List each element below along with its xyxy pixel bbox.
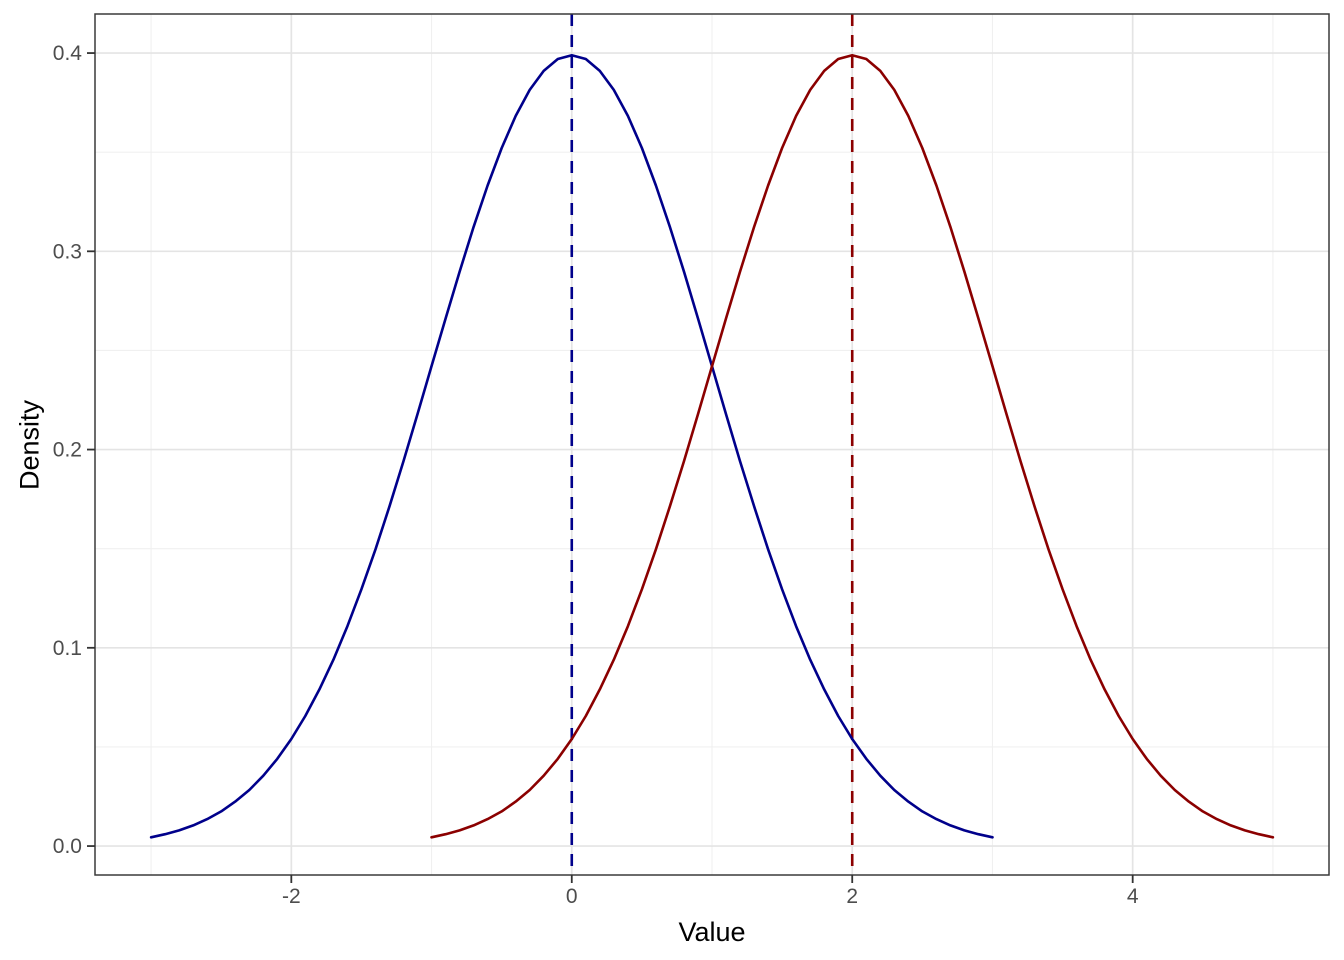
x-tick-label: 2	[846, 885, 858, 908]
x-axis-title: Value	[678, 917, 746, 947]
x-tick-label: -2	[282, 885, 301, 908]
y-axis-title: Density	[14, 399, 45, 491]
y-tick-label: 0.3	[53, 240, 82, 263]
x-tick-label: 4	[1127, 885, 1139, 908]
y-tick-label: 0.1	[53, 637, 82, 660]
panel-border	[94, 13, 1330, 876]
y-tick-label: 0.2	[53, 439, 82, 462]
y-tick-label: 0.4	[53, 42, 83, 65]
density-curve	[430, 53, 1275, 839]
density-curve	[149, 53, 994, 839]
y-tick-label: 0.0	[53, 835, 82, 858]
x-tick-label: 0	[566, 885, 578, 908]
